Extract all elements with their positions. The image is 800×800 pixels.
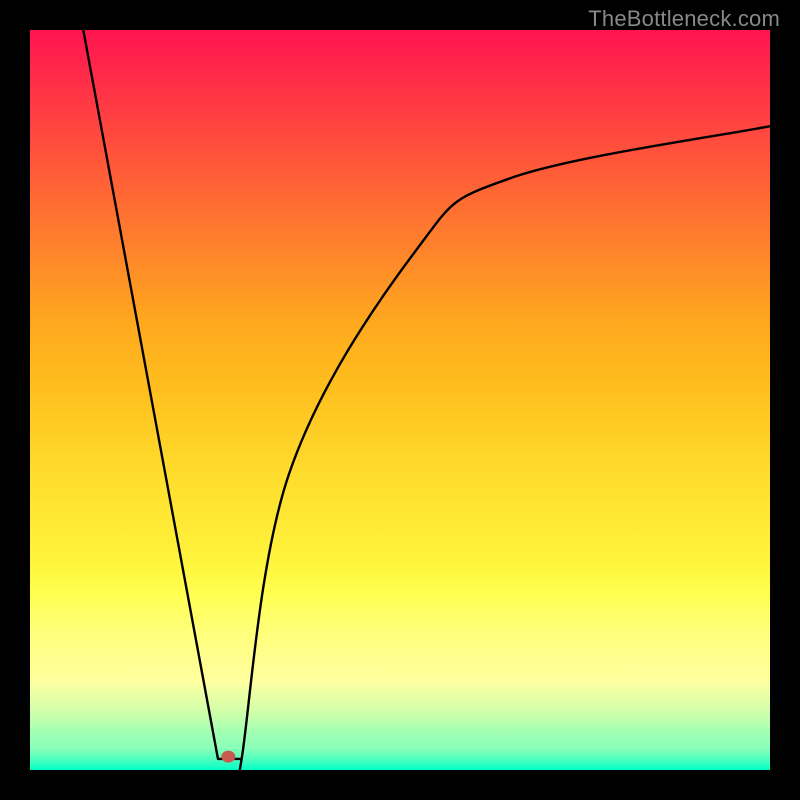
watermark-label: TheBottleneck.com bbox=[588, 6, 780, 32]
chart-container: TheBottleneck.com bbox=[0, 0, 800, 800]
plot-background bbox=[30, 30, 770, 770]
bottleneck-chart bbox=[0, 0, 800, 800]
optimal-point-marker bbox=[221, 751, 235, 763]
